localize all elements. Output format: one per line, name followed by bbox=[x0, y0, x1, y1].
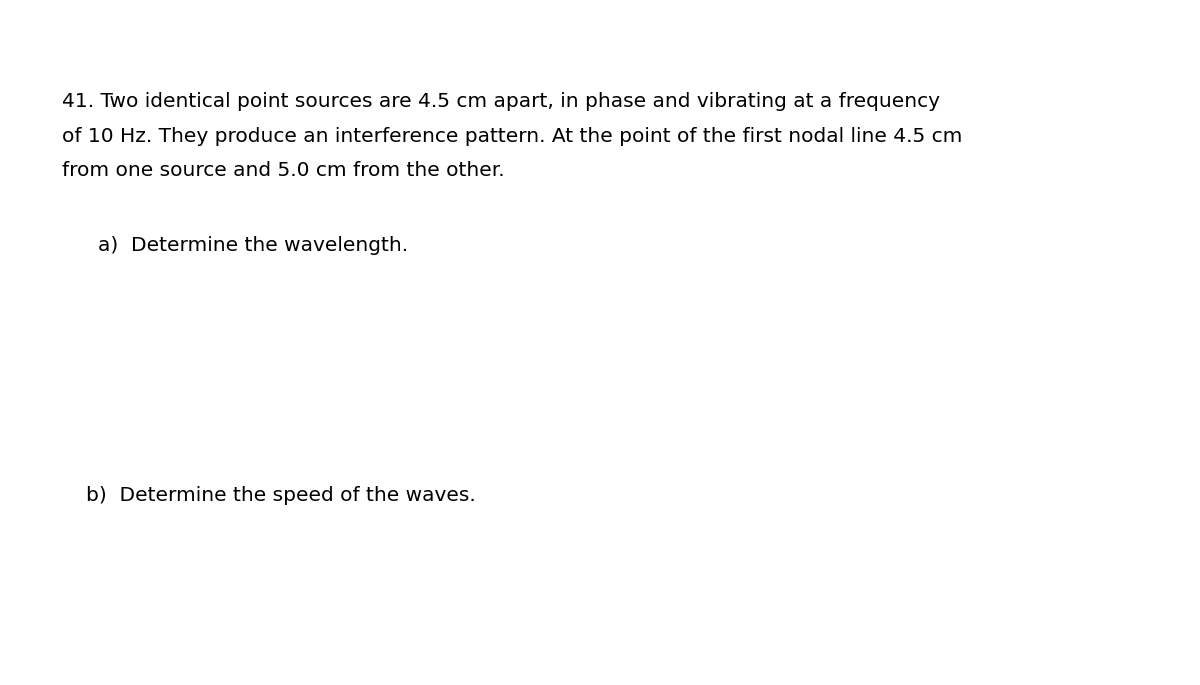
Text: of 10 Hz. They produce an interference pattern. At the point of the first nodal : of 10 Hz. They produce an interference p… bbox=[62, 127, 962, 146]
Text: from one source and 5.0 cm from the other.: from one source and 5.0 cm from the othe… bbox=[62, 161, 505, 180]
Text: b)  Determine the speed of the waves.: b) Determine the speed of the waves. bbox=[86, 486, 476, 506]
Text: a)  Determine the wavelength.: a) Determine the wavelength. bbox=[98, 236, 408, 256]
Text: 41. Two identical point sources are 4.5 cm apart, in phase and vibrating at a fr: 41. Two identical point sources are 4.5 … bbox=[62, 92, 941, 112]
